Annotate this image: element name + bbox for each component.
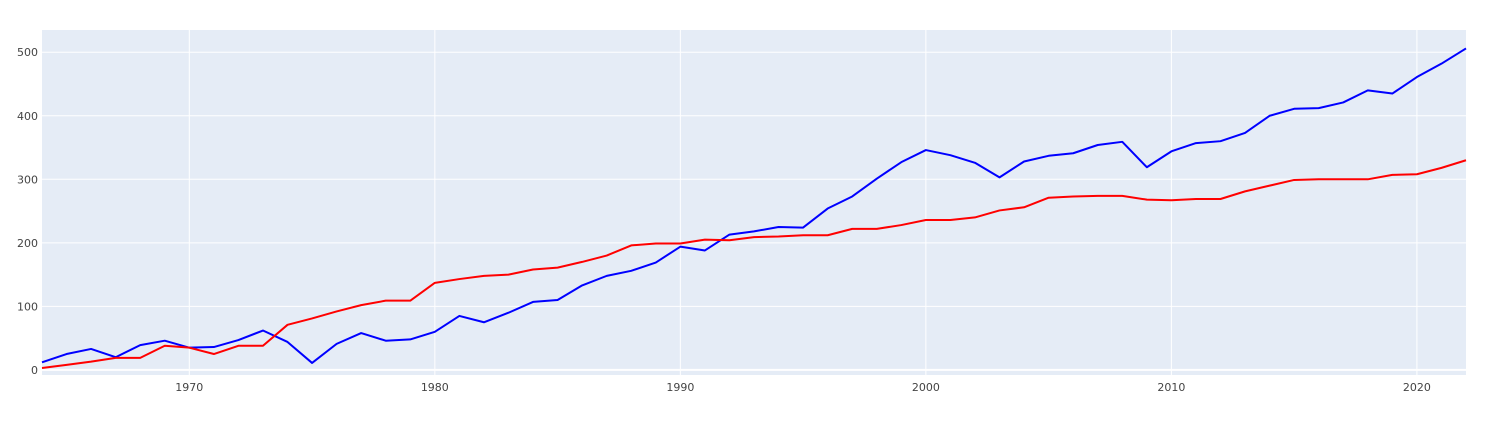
series-line-1 xyxy=(41,47,1467,364)
x-tick-label: 1970 xyxy=(175,381,203,394)
y-tick-label: 500 xyxy=(17,46,38,59)
y-axis: 0 100 200 300 400 500 xyxy=(17,46,38,377)
x-tick-label: 1990 xyxy=(666,381,694,394)
y-tick-label: 200 xyxy=(17,237,38,250)
x-tick-label: 2020 xyxy=(1403,381,1431,394)
series-lines xyxy=(41,47,1467,370)
x-tick-label: 2010 xyxy=(1157,381,1185,394)
y-tick-label: 0 xyxy=(31,364,38,377)
gridlines xyxy=(42,30,1466,375)
plot-background xyxy=(42,30,1466,375)
x-tick-label: 1980 xyxy=(421,381,449,394)
x-tick-label: 2000 xyxy=(912,381,940,394)
y-tick-label: 400 xyxy=(17,110,38,123)
y-tick-label: 100 xyxy=(17,300,38,313)
x-axis: 1970 1980 1990 2000 2010 2020 xyxy=(175,381,1431,394)
series-line-2 xyxy=(41,159,1467,370)
y-tick-label: 300 xyxy=(17,173,38,186)
